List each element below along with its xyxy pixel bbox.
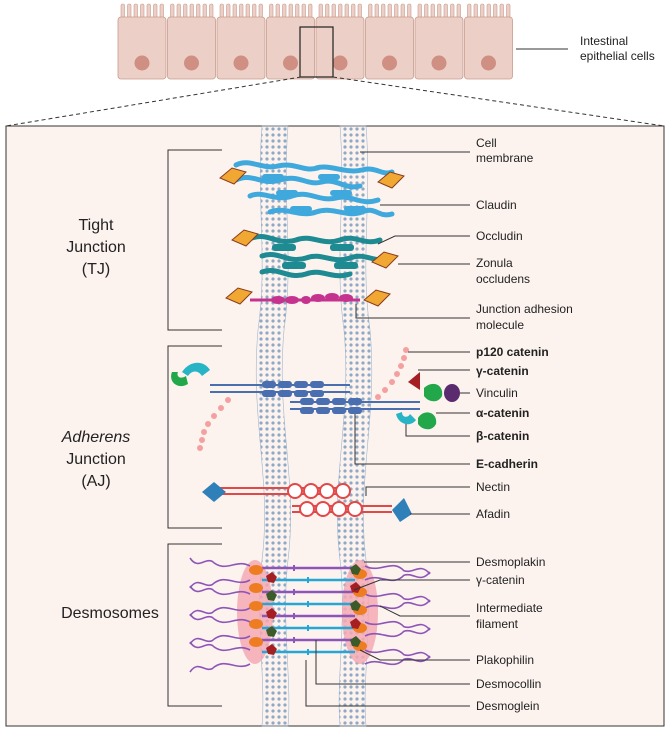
- epithelial-cell: [266, 3, 315, 80]
- nucleus: [233, 55, 249, 71]
- bracket-ds: [167, 543, 222, 707]
- label-zonula-1: Zonula: [476, 256, 513, 270]
- label-nectin: Nectin: [476, 480, 510, 494]
- tight-junction-proteins: [219, 160, 405, 307]
- epithelial-cell: [365, 3, 414, 80]
- epithelial-cell: [414, 3, 464, 80]
- epithelium-label-2: epithelial cells: [580, 49, 655, 63]
- label-e-cadherin: E-cadherin: [476, 457, 538, 471]
- label-jam-1: Junction adhesion: [476, 302, 573, 316]
- p120-right: [375, 347, 409, 400]
- tj-orange-anchors: [219, 167, 405, 307]
- label-if-2: filament: [476, 617, 519, 631]
- epithelium-label-1: Intestinal: [580, 34, 628, 48]
- afadin-left: [202, 482, 226, 502]
- tj-title-2: Junction: [66, 239, 126, 256]
- alpha-catenin-right-2: [418, 412, 437, 430]
- aj-title-3: (AJ): [81, 473, 110, 490]
- nucleus: [431, 55, 447, 71]
- beta-catenin-right: [396, 412, 416, 425]
- e-cadherin: [210, 381, 420, 414]
- epithelial-cell: [315, 3, 365, 80]
- ds-title: Desmosomes: [61, 605, 159, 622]
- tj-title-3: (TJ): [82, 261, 110, 278]
- label-claudin: Claudin: [476, 198, 517, 212]
- zoom-panel: [5, 125, 665, 727]
- plaque-proteins-right: [350, 564, 367, 651]
- epithelial-cell: [464, 3, 513, 80]
- plaque-proteins-left: [249, 565, 277, 655]
- label-occludin: Occludin: [476, 229, 523, 243]
- label-zonula-2: occludens: [476, 272, 530, 286]
- epithelial-cells: Intestinal epithelial cells: [117, 3, 655, 80]
- label-cell-membrane-1: Cell: [476, 136, 497, 150]
- label-desmoglein: Desmoglein: [476, 699, 539, 713]
- zoom-line-right: [332, 76, 665, 127]
- protein-labels: Cell membrane Claudin Occludin Zonula oc…: [476, 136, 573, 713]
- section-brackets: [167, 149, 222, 707]
- desmosome-proteins: [189, 557, 431, 673]
- p120-left: [197, 397, 231, 451]
- label-vinculin: Vinculin: [476, 386, 518, 400]
- epithelial-cell: [216, 3, 266, 80]
- zoom-line-left: [5, 76, 302, 127]
- label-gamma-catenin-aj: γ-catenin: [476, 364, 529, 378]
- nucleus: [134, 55, 150, 71]
- tj-title-1: Tight: [79, 217, 115, 234]
- label-gamma-catenin-ds: γ-catenin: [476, 573, 525, 587]
- label-plakophilin: Plakophilin: [476, 653, 534, 667]
- claudin-blocks: [262, 174, 366, 212]
- nucleus: [481, 55, 496, 71]
- label-beta-catenin: β-catenin: [476, 429, 529, 443]
- label-afadin: Afadin: [476, 507, 510, 521]
- label-p120: p120 catenin: [476, 345, 549, 359]
- afadin-right: [392, 498, 412, 522]
- label-jam-2: molecule: [476, 318, 524, 332]
- occludin-strands: [249, 234, 393, 279]
- label-if-1: Intermediate: [476, 601, 543, 615]
- gamma-catenin-aj: [408, 372, 420, 390]
- alpha-catenin-left: [171, 372, 188, 387]
- label-alpha-catenin: α-catenin: [476, 406, 529, 420]
- nucleus: [283, 55, 298, 71]
- intermediate-filaments-right: [364, 564, 431, 666]
- bracket-tj: [167, 149, 222, 331]
- nucleus: [382, 55, 397, 71]
- occludin-blocks: [272, 244, 358, 269]
- desmosome-cadherins: [262, 565, 355, 655]
- bracket-aj: [167, 345, 222, 529]
- adherens-junction-proteins: [171, 347, 460, 522]
- aj-title-1: Adherens: [61, 429, 131, 446]
- jam-molecule: [250, 293, 360, 304]
- epithelial-cell: [167, 3, 216, 80]
- alpha-catenin-right: [424, 383, 443, 402]
- vinculin-shape: [444, 384, 460, 402]
- aj-title-2: Junction: [66, 451, 126, 468]
- epithelial-cell: [117, 3, 167, 80]
- intermediate-filaments-left: [189, 557, 251, 673]
- zoom-box: [299, 26, 334, 78]
- beta-catenin-left: [182, 362, 210, 376]
- label-cell-membrane-2: membrane: [476, 151, 534, 165]
- label-desmoplakin: Desmoplakin: [476, 555, 545, 569]
- nectin: [218, 483, 392, 517]
- nucleus: [332, 55, 348, 71]
- leader-lines: [305, 151, 470, 707]
- label-desmocollin: Desmocollin: [476, 677, 541, 691]
- nucleus: [184, 55, 199, 71]
